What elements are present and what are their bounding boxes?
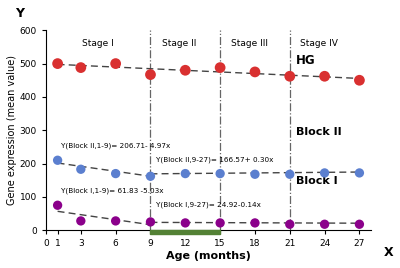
X-axis label: Age (months): Age (months): [166, 251, 251, 261]
Point: [286, 222, 293, 226]
Text: Block II: Block II: [296, 127, 341, 137]
Text: Y(Block I,1-9)= 61.83 -5.03x: Y(Block I,1-9)= 61.83 -5.03x: [61, 188, 164, 194]
Point: [321, 74, 328, 79]
Point: [182, 221, 188, 225]
Point: [182, 172, 188, 176]
Point: [147, 174, 154, 178]
Text: Y(Block II,9-27)= 166.57+ 0.30x: Y(Block II,9-27)= 166.57+ 0.30x: [156, 157, 274, 163]
Point: [356, 171, 363, 175]
Text: Stage III: Stage III: [231, 39, 268, 48]
Text: Stage II: Stage II: [162, 39, 197, 48]
Point: [252, 172, 258, 176]
Text: Stage I: Stage I: [82, 39, 114, 48]
Point: [112, 61, 119, 66]
Point: [286, 172, 293, 176]
Point: [78, 219, 84, 223]
Y-axis label: Gene expression (mean value): Gene expression (mean value): [7, 55, 17, 205]
Point: [78, 65, 84, 70]
Point: [182, 68, 188, 72]
Text: X: X: [384, 246, 394, 259]
Point: [78, 167, 84, 172]
Point: [286, 74, 293, 79]
Text: HG: HG: [296, 54, 315, 68]
Point: [217, 172, 223, 176]
Point: [252, 221, 258, 225]
Point: [54, 203, 61, 207]
Text: Y(Block I,9-27)= 24.92-0.14x: Y(Block I,9-27)= 24.92-0.14x: [156, 201, 261, 208]
Point: [54, 61, 61, 66]
Point: [112, 172, 119, 176]
Bar: [150, 230, 220, 234]
Point: [356, 222, 363, 226]
Point: [356, 78, 363, 82]
Point: [321, 171, 328, 175]
Point: [217, 65, 223, 70]
Point: [54, 158, 61, 162]
Text: Y(Block II,1-9)= 206.71- 4.97x: Y(Block II,1-9)= 206.71- 4.97x: [61, 142, 170, 148]
Point: [112, 219, 119, 223]
Text: Block I: Block I: [296, 176, 337, 186]
Point: [147, 220, 154, 224]
Text: Stage IV: Stage IV: [300, 39, 338, 48]
Point: [147, 72, 154, 77]
Text: Y: Y: [16, 7, 24, 20]
Point: [321, 222, 328, 226]
Point: [217, 221, 223, 225]
Point: [252, 70, 258, 74]
